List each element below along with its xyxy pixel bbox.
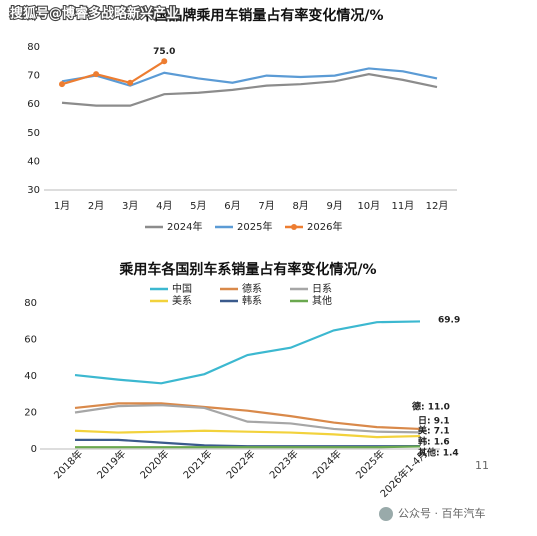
x-tick-label: 1月 [54,200,70,212]
series-line [74,429,421,439]
y-tick-label: 80 [27,42,40,53]
x-tick-label: 9月 [327,200,343,212]
legend-label: 其他 [312,294,332,307]
series-line [61,60,165,86]
legend-label: 2024年 [167,220,202,233]
y-tick-label: 20 [24,408,37,419]
series-line [61,73,438,107]
value-label: 美: 7.1 [418,425,450,437]
point [161,58,168,65]
watermark: 搜狐号@博睿多战略新兴产业 [10,6,179,22]
x-tick-label: 2月 [88,200,104,212]
y-tick-label: 50 [27,128,40,139]
x-tick-label: 2021年 [180,447,214,481]
legend-label: 韩系 [242,294,262,307]
value-label: 69.9 [438,316,460,326]
legend-label: 日系 [312,283,332,295]
series-line [74,320,421,385]
y-tick-label: 40 [27,156,40,167]
x-tick-label: 6月 [224,200,240,212]
chart-title: 乘用车各国别车系销量占有率变化情况/% [118,261,376,278]
x-tick-label: 7月 [258,200,274,212]
page-number: 11 [475,459,489,472]
series-line [74,402,421,431]
footer: 公众号 · 百年汽车 [398,506,486,520]
legend-label: 美系 [172,294,192,307]
y-tick-label: 60 [24,335,37,346]
x-tick-label: 2022年 [223,447,257,481]
legend-marker [291,224,297,230]
legend-label: 2025年 [237,220,272,233]
wechat-icon [379,507,393,521]
x-tick-label: 5月 [190,200,206,212]
x-tick-label: 2019年 [94,447,128,481]
legend-label: 中国 [172,282,192,295]
x-tick-label: 2025年 [353,447,387,481]
x-tick-label: 2018年 [51,447,85,481]
x-tick-label: 8月 [292,200,308,212]
chart-title: 中国品牌乘用车销量占有率变化情况/% [140,7,383,24]
point [59,81,65,88]
x-tick-label: 4月 [156,200,172,212]
x-tick-label: 10月 [357,200,380,212]
point [93,71,100,78]
legend-label: 德系 [242,282,262,295]
x-tick-label: 12月 [426,200,449,212]
y-tick-label: 60 [27,99,40,110]
x-tick-label: 11月 [392,200,415,212]
y-tick-label: 30 [27,185,40,196]
point [127,79,134,86]
value-label: 75.0 [153,47,175,57]
y-tick-label: 70 [27,71,40,82]
x-tick-label: 3月 [122,200,138,212]
y-tick-label: 40 [24,371,37,382]
series-line [75,445,421,449]
x-tick-label: 2023年 [267,447,301,481]
series-line [61,67,438,87]
y-tick-label: 80 [24,298,37,309]
value-label: 韩: 1.6 [418,436,450,448]
x-tick-label: 2024年 [310,447,344,481]
legend-label: 2026年 [307,220,342,233]
value-label: 日: 9.1 [418,416,450,427]
series-line [74,404,421,434]
value-label: 德: 11.0 [412,401,450,413]
series-line [75,438,421,448]
y-tick-label: 0 [31,444,37,455]
value-label: 其他: 1.4 [418,447,459,459]
x-tick-label: 2020年 [137,447,171,481]
